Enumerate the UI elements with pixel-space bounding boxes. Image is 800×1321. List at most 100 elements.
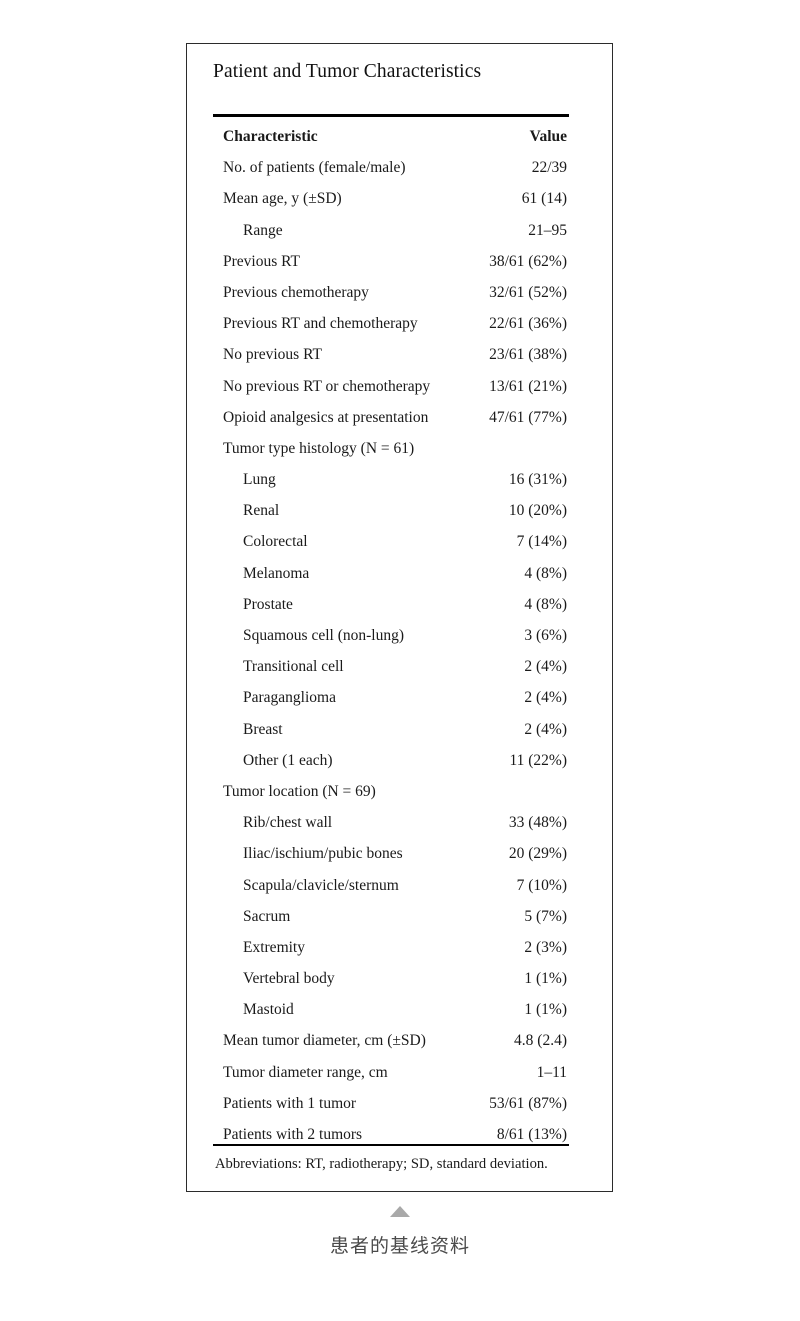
table-row: Tumor type histology (N = 61) [187,433,612,464]
table-row: No. of patients (female/male) 22/39 [187,152,612,183]
row-label: Mean age, y (±SD) [223,190,342,208]
row-value: 4 (8%) [524,564,567,582]
row-label: Rib/chest wall [243,814,333,832]
row-value: 16 (31%) [508,471,567,489]
row-value: 8/61 (13%) [496,1126,567,1143]
column-header-value: Value [529,128,567,145]
row-label: Previous RT and chemotherapy [223,315,418,333]
row-label: No previous RT or chemotherapy [223,377,431,395]
table-row: Previous RT and chemotherapy 22/61 (36%) [187,308,612,339]
row-value: 53/61 (87%) [489,1094,567,1112]
table-row: Iliac/ischium/pubic bones 20 (29%) [187,838,612,869]
table-row: Rib/chest wall 33 (48%) [187,807,612,838]
table-row: Range 21–95 [187,215,612,246]
column-header-characteristic: Characteristic [223,128,318,145]
table-row: Patients with 1 tumor 53/61 (87%) [187,1088,612,1119]
row-label: Paraganglioma [243,689,336,707]
table-row: Transitional cell 2 (4%) [187,651,612,682]
table-row: Sacrum 5 (7%) [187,901,612,932]
row-value: 1–11 [536,1063,567,1081]
table-row: Colorectal 7 (14%) [187,526,612,557]
triangle-up-icon [390,1206,410,1217]
row-label: Colorectal [243,533,308,551]
row-value: 38/61 (62%) [489,252,567,270]
row-label: Previous chemotherapy [223,283,369,301]
row-value: 13/61 (21%) [489,377,567,395]
row-value: 10 (20%) [508,502,567,520]
row-value: 11 (22%) [509,751,567,769]
row-value: 61 (14) [521,190,567,208]
table-row: Renal 10 (20%) [187,495,612,526]
row-label: Sacrum [243,907,291,925]
row-value: 1 (1%) [524,970,567,988]
row-label: Transitional cell [243,658,344,676]
row-label: No previous RT [223,346,322,364]
table-row: Mean age, y (±SD) 61 (14) [187,183,612,214]
table-row: Melanoma 4 (8%) [187,558,612,589]
row-value: 7 (14%) [516,533,567,551]
row-value: 47/61 (77%) [489,408,567,426]
row-value: 1 (1%) [524,1001,567,1019]
table-row: Opioid analgesics at presentation 47/61 (… [187,402,612,433]
row-value: 20 (29%) [508,845,567,863]
table-footnote: Abbreviations: RT, radiotherapy; SD, sta… [215,1156,548,1172]
table-top-rule [213,114,569,117]
row-label: Tumor location (N = 69) [223,782,376,800]
row-value: 33 (48%) [508,814,567,832]
row-label: Tumor diameter range, cm [223,1063,388,1081]
row-label: Breast [243,720,283,738]
table-row: Previous RT 38/61 (62%) [187,246,612,277]
row-value: 32/61 (52%) [489,283,567,301]
table-row: Squamous cell (non-lung) 3 (6%) [187,620,612,651]
table-row: Paraganglioma 2 (4%) [187,682,612,713]
row-label: Patients with 2 tumors [223,1126,363,1143]
row-label: Lung [243,471,276,489]
row-value: 5 (7%) [524,907,567,925]
table-row: Lung 16 (31%) [187,464,612,495]
table-row: Previous chemotherapy 32/61 (52%) [187,277,612,308]
row-value: 22/61 (36%) [489,315,567,333]
table-row: Breast 2 (4%) [187,714,612,745]
table-header-row: Characteristic Value [187,121,612,152]
row-value: 2 (4%) [524,720,567,738]
row-label: Other (1 each) [243,751,333,769]
row-label: Mean tumor diameter, cm (±SD) [223,1032,426,1050]
row-value: 23/61 (38%) [489,346,567,364]
table-row: No previous RT or chemotherapy 13/61 (21%… [187,371,612,402]
row-value: 21–95 [528,221,567,239]
row-label: Mastoid [243,1001,294,1019]
table-row: Tumor diameter range, cm 1–11 [187,1057,612,1088]
row-label: Renal [243,502,280,520]
row-label: Tumor type histology (N = 61) [223,439,415,457]
row-label: Previous RT [223,252,301,270]
row-value: 4.8 (2.4) [514,1032,567,1050]
row-label: Prostate [243,595,293,613]
page-title: Patient and Tumor Characteristics [213,61,482,82]
row-label: Vertebral body [243,970,335,988]
row-label: Opioid analgesics at presentation [223,408,429,426]
table-row: Prostate 4 (8%) [187,589,612,620]
row-label: Melanoma [243,564,310,582]
row-label: Iliac/ischium/pubic bones [243,845,403,863]
row-value: 4 (8%) [524,595,567,613]
table-row: Mean tumor diameter, cm (±SD) 4.8 (2.4) [187,1025,612,1056]
row-value: 2 (4%) [524,689,567,707]
table-row: Other (1 each) 11 (22%) [187,745,612,776]
row-label: Patients with 1 tumor [223,1094,357,1112]
characteristics-table: Characteristic Value No. of patients (fe… [187,121,612,1150]
row-label: Scapula/clavicle/sternum [243,876,399,894]
table-row: Extremity 2 (3%) [187,932,612,963]
table-row: No previous RT 23/61 (38%) [187,339,612,370]
row-value: 2 (4%) [524,658,567,676]
table-row: Scapula/clavicle/sternum 7 (10%) [187,870,612,901]
row-value: 2 (3%) [524,938,567,956]
row-value: 3 (6%) [524,627,567,644]
table-row: Mastoid 1 (1%) [187,994,612,1025]
row-label: No. of patients (female/male) [223,159,406,177]
row-label: Extremity [243,938,305,956]
table-bottom-rule [213,1144,569,1147]
table-card: Patient and Tumor Characteristics Charac… [186,43,613,1192]
row-value: 22/39 [531,159,567,177]
row-value: 7 (10%) [516,876,567,894]
table-row: Vertebral body 1 (1%) [187,963,612,994]
